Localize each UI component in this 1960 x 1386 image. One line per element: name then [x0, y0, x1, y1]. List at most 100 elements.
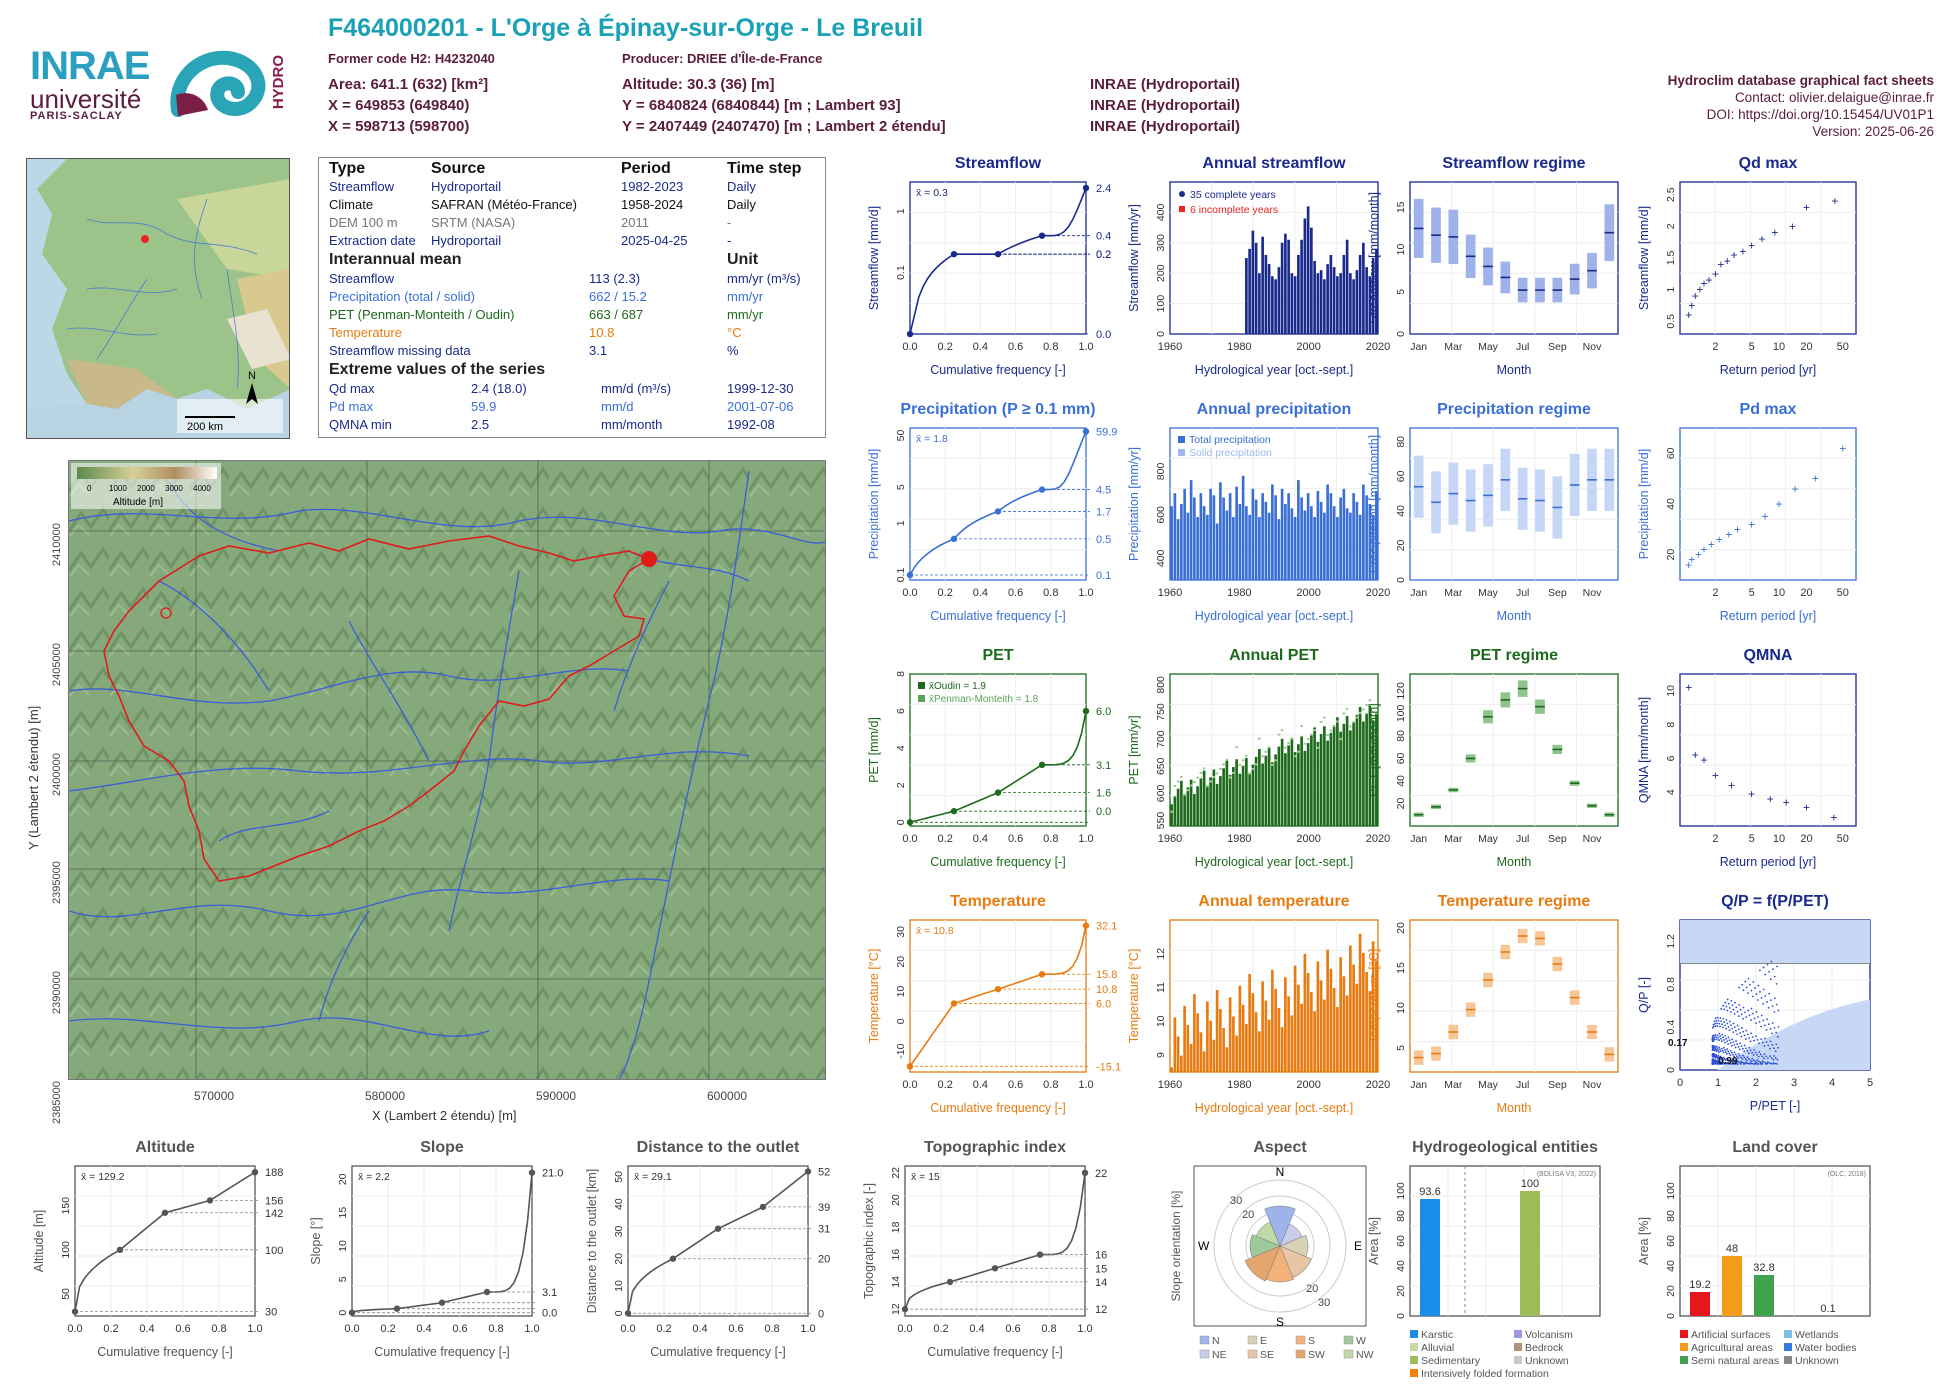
- month-label: Jul: [1516, 587, 1529, 599]
- scatter-point: [1773, 1027, 1776, 1029]
- annual-bar: [1209, 1020, 1212, 1072]
- scatter-point: [1760, 1014, 1763, 1017]
- x-axis-label: Month: [1497, 1101, 1532, 1115]
- return-point: +: [1688, 553, 1695, 567]
- y-tick-label: 10: [895, 986, 907, 998]
- legend-marker: [1295, 1335, 1306, 1345]
- quantile-label: 0.2: [1096, 249, 1111, 261]
- scatter-point: [1776, 965, 1779, 968]
- annual-bar: [1355, 983, 1359, 1072]
- annual-bar-alt: [1362, 708, 1365, 711]
- legend-marker: [1514, 1343, 1522, 1351]
- annual-bar-alt: [1225, 758, 1229, 761]
- annual-bar: [1290, 508, 1294, 580]
- info-step: Daily: [727, 179, 756, 194]
- plot-frame: [1409, 673, 1619, 827]
- annual-bar: [1228, 774, 1232, 826]
- scatter-point: [1737, 1060, 1740, 1063]
- return-point: +: [1792, 482, 1799, 496]
- bar-label: 100: [1521, 1178, 1539, 1190]
- x-axis-label: Month: [1497, 609, 1532, 623]
- scatter-point: [1722, 1004, 1725, 1007]
- quantile-label: 0.0: [542, 1308, 557, 1320]
- x-lambert2: X = 598713 (598700): [328, 118, 470, 135]
- x-axis-label: Cumulative frequency [-]: [930, 1101, 1065, 1115]
- chart-slope: Slope Cumulative frequency [-] Slope [°] 21…: [309, 1139, 563, 1359]
- return-point: +: [1759, 232, 1766, 246]
- plot-frame: [909, 673, 1087, 827]
- annual-bar: [1271, 484, 1274, 580]
- y-tick-label: 10: [1395, 1002, 1407, 1014]
- map-ytick: 2390000: [51, 971, 63, 1014]
- x-axis-label: Hydrological year [oct.-sept.]: [1195, 855, 1353, 869]
- quantile-point: [994, 508, 1002, 515]
- quantile-label: 4.5: [1096, 485, 1111, 497]
- chart-qp: Q/P = f(P/PET) P/PET [-] Q/P [-] 0.17 0.99 0 1…: [1637, 893, 1873, 1113]
- scatter-point: [1728, 1006, 1731, 1009]
- return-point: +: [1831, 194, 1838, 208]
- annual-bar: [1342, 976, 1346, 1072]
- source-1: INRAE (Hydroportail): [1090, 76, 1240, 93]
- scatter-point: [1771, 1044, 1774, 1046]
- plot-area: Cumulative frequency [-] Temperature [°C]…: [867, 919, 1121, 1115]
- scatter-point: [1715, 1019, 1718, 1022]
- rivers: [69, 470, 825, 1079]
- annual-bar: [1232, 1016, 1235, 1072]
- annual-bar: [1336, 517, 1339, 580]
- return-point: +: [1830, 811, 1837, 825]
- x-tick-label: 1: [1715, 1077, 1721, 1089]
- mean-unit: mm/yr (m³/s): [727, 271, 801, 286]
- month-label: Sep: [1548, 341, 1567, 353]
- category-bar: [1520, 1191, 1540, 1316]
- return-point: +: [1839, 441, 1846, 455]
- annual-bar: [1193, 794, 1196, 826]
- x-axis-label: Cumulative frequency [-]: [930, 855, 1065, 869]
- extreme-value: 59.9: [471, 399, 497, 414]
- plot-area: Month PET [mm/month] Jan Mar May Jul Sep Nov 20 4…: [1367, 673, 1619, 869]
- y-tick-label: 10: [1395, 244, 1407, 256]
- x-tick-label: 5: [1749, 833, 1755, 845]
- plot-area: Cumulative frequency [-] Streamflow [mm/d…: [867, 181, 1111, 377]
- scatter-point: [1720, 1007, 1723, 1010]
- annual-bar: [1280, 242, 1284, 334]
- extreme-value: 2.5: [471, 417, 490, 432]
- annual-bar-alt: [1310, 733, 1313, 736]
- scatter-point: [1733, 1043, 1736, 1046]
- annual-bar-alt: [1336, 720, 1339, 723]
- scatter-point: [1771, 1005, 1774, 1008]
- x-tick-label: 20: [1800, 341, 1812, 353]
- y-axis-label: Temperature [°C]: [1367, 949, 1381, 1044]
- scatter-point: [1743, 1034, 1746, 1037]
- scatter-point: [1774, 1050, 1777, 1053]
- scatter-point: [1755, 1011, 1758, 1013]
- scatter-point: [1765, 1029, 1768, 1031]
- annual-bar: [1271, 276, 1274, 334]
- annual-bar: [1339, 273, 1342, 334]
- mean-label: PET (Penman-Monteith / Oudin): [329, 307, 515, 322]
- scatter-point: [1714, 1025, 1717, 1027]
- plot-area: Hydrological year [oct.-sept.] PET [mm/yr…: [1127, 673, 1390, 869]
- scatter-point: [1711, 1034, 1714, 1037]
- quantile-point: [714, 1225, 722, 1232]
- scatter-point: [1773, 1055, 1775, 1057]
- contact-link[interactable]: Contact: olivier.delaigue@inrae.fr: [1734, 90, 1934, 105]
- x-tick-label: 0.2: [938, 341, 953, 353]
- chart-pd_max: Pd max Return period [yr] Precipitation [m…: [1637, 401, 1857, 623]
- bar-label: 93.6: [1419, 1186, 1440, 1198]
- annual-bar: [1371, 720, 1375, 826]
- plot-area: Hydrological year [oct.-sept.] Streamflow…: [1127, 181, 1390, 377]
- y-tick-label: 400: [1155, 203, 1167, 221]
- y-tick-label: 650: [1155, 757, 1167, 775]
- annual-bar: [1313, 727, 1316, 826]
- scatter-point: [1735, 1040, 1737, 1043]
- annual-bar: [1254, 756, 1258, 826]
- quantile-point: [624, 1310, 632, 1317]
- annual-bar-alt: [1339, 738, 1342, 741]
- annual-bar-alt: [1375, 712, 1378, 715]
- annual-bar: [1287, 745, 1290, 826]
- doi-link[interactable]: DOI: https://doi.org/10.15454/UV01P1: [1706, 107, 1934, 122]
- x-tick-label: 0.8: [211, 1323, 226, 1335]
- x-tick-label: 0.6: [1008, 341, 1023, 353]
- scatter-point: [1732, 1053, 1734, 1056]
- scatter-point: [1766, 1057, 1769, 1060]
